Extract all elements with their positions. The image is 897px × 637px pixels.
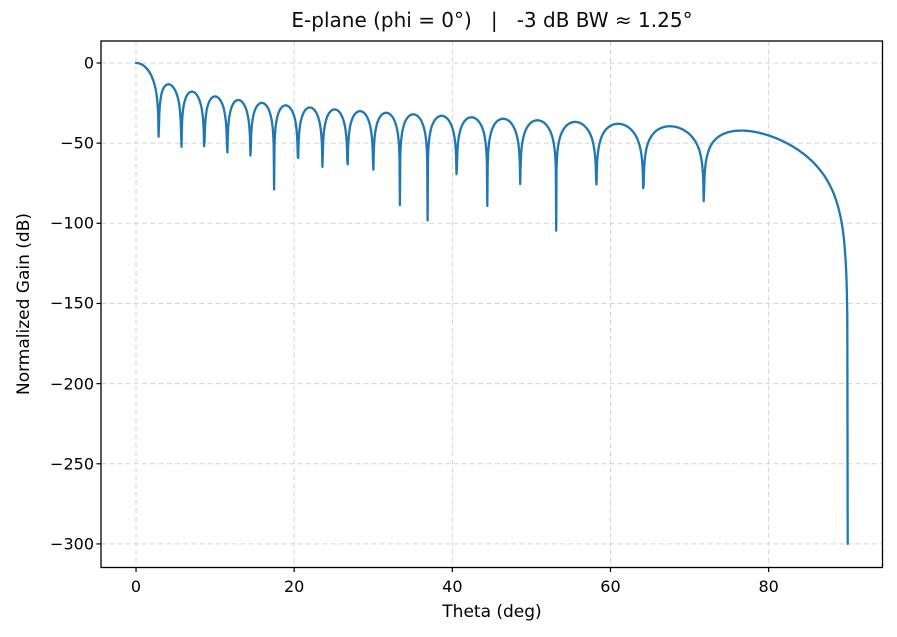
x-tick-label: 0 <box>130 577 142 596</box>
y-tick-label: −150 <box>50 293 94 313</box>
y-tick-label: 0 <box>83 53 94 73</box>
plot-border <box>100 40 884 569</box>
pattern-curve <box>134 61 849 546</box>
x-axis-label: Theta (deg) <box>442 602 542 622</box>
chart-title: E-plane (phi = 0°) | -3 dB BW ≈ 1.25° <box>291 8 693 32</box>
y-tick-label: −200 <box>50 374 94 394</box>
y-axis-label: Normalized Gain (dB) <box>14 212 34 396</box>
y-tick-label: −300 <box>50 534 94 554</box>
x-tick-label: 40 <box>442 577 463 596</box>
x-tick-label: 80 <box>758 577 779 596</box>
x-tick-label: 20 <box>283 577 305 596</box>
y-tick-label: −100 <box>50 213 94 233</box>
x-tick-label: 60 <box>600 577 621 596</box>
y-tick-label: −250 <box>50 454 94 474</box>
y-tick-label: −50 <box>60 133 94 153</box>
